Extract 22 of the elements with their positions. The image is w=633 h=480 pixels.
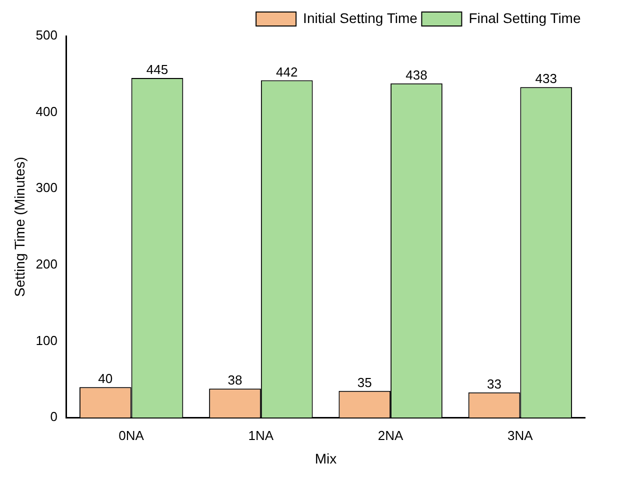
y-tick-label: 100 [36, 332, 58, 348]
legend-label: Final Setting Time [468, 10, 581, 26]
data-label: 33 [487, 376, 502, 392]
y-tick-label: 500 [36, 28, 58, 43]
x-tick-label: 3NA [508, 428, 534, 443]
data-label: 445 [146, 62, 168, 78]
x-axis-title: Mix [314, 450, 337, 466]
x-tick-label: 2NA [378, 428, 404, 443]
y-tick-label: 300 [36, 180, 58, 196]
legend-label: Initial Setting Time [303, 10, 418, 26]
y-tick-label: 200 [36, 256, 58, 272]
data-label: 38 [228, 372, 242, 388]
y-tick-label: 0 [50, 409, 58, 424]
data-label: 40 [98, 371, 113, 386]
data-label: 442 [276, 64, 298, 80]
data-label: 438 [406, 67, 428, 82]
data-label: 433 [535, 71, 557, 86]
y-tick-label: 400 [36, 104, 58, 119]
x-tick-label: 0NA [118, 428, 144, 443]
x-tick-label: 1NA [248, 428, 274, 443]
y-axis-title: Setting Time (Minutes) [11, 156, 28, 297]
data-label: 35 [357, 374, 372, 390]
